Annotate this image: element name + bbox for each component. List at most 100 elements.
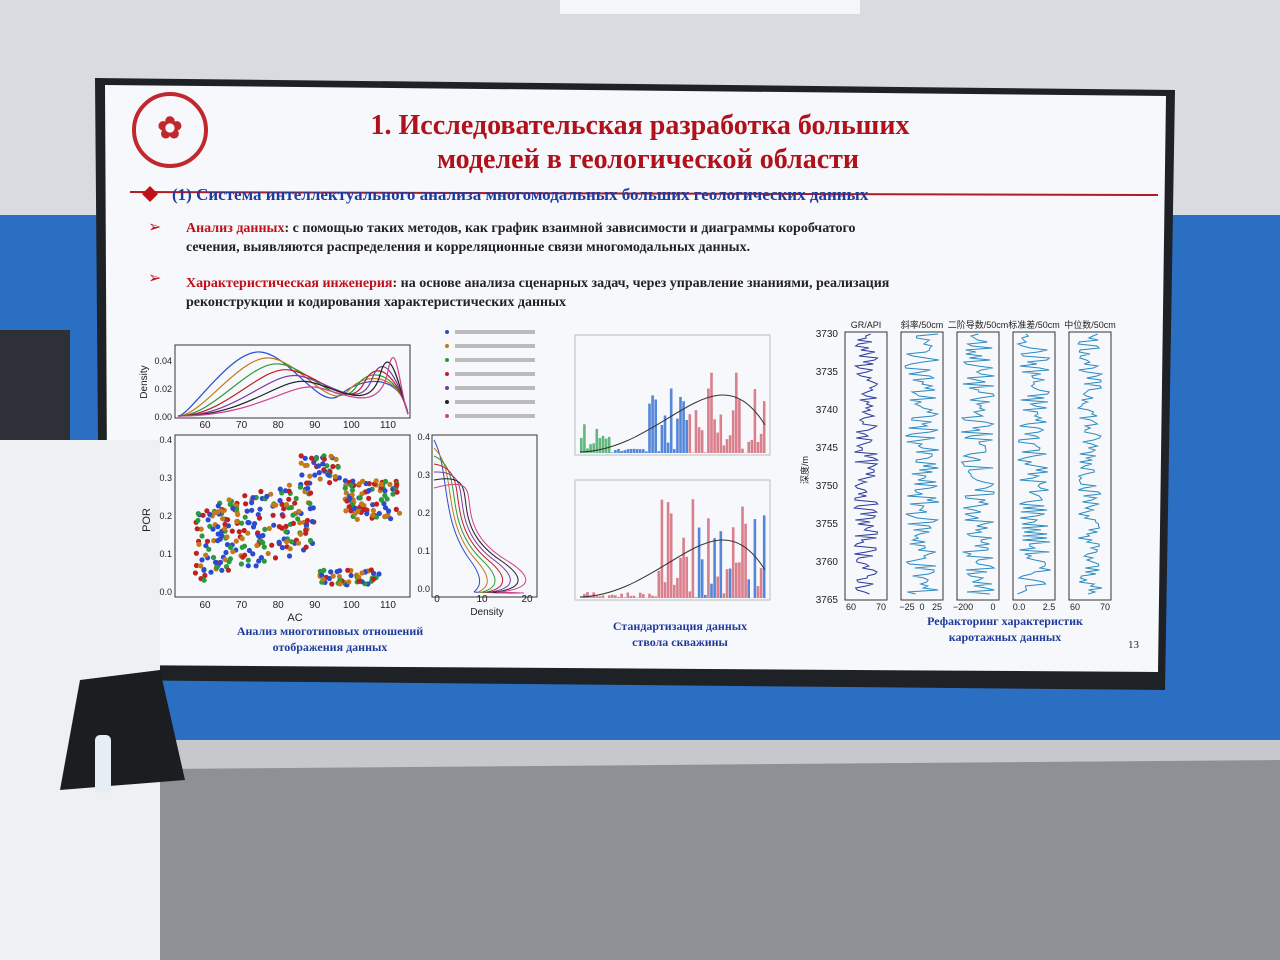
log-curve xyxy=(1016,333,1051,595)
scatter-point xyxy=(337,568,343,574)
track-frame xyxy=(1012,331,1056,601)
scatter-point xyxy=(348,572,354,579)
scatter-point xyxy=(298,453,304,459)
scatter-point xyxy=(374,501,380,507)
scatter-point xyxy=(220,516,226,522)
histogram-bar xyxy=(601,595,605,598)
figure-caption: ствола скважины xyxy=(632,635,728,649)
y-tick-label: 3755 xyxy=(816,519,839,530)
histogram-bar xyxy=(750,439,754,453)
scatter-point xyxy=(328,453,334,459)
scatter-point xyxy=(242,493,248,499)
histogram-bar xyxy=(632,595,636,598)
histogram-bar xyxy=(629,595,633,598)
scatter-point xyxy=(261,558,267,564)
histogram-bar xyxy=(756,442,760,453)
scatter-point xyxy=(320,461,326,467)
stage-floor xyxy=(0,740,1280,960)
scatter-point xyxy=(366,495,372,501)
histogram-bar xyxy=(589,444,592,453)
scatter-point xyxy=(239,544,245,550)
legend-marker xyxy=(445,414,449,418)
track-frame xyxy=(1068,331,1112,601)
scatter-point xyxy=(298,460,304,466)
x-tick-label: 10 xyxy=(476,594,488,605)
scatter-point xyxy=(212,510,218,516)
scatter-point xyxy=(276,524,282,530)
marginal-curve xyxy=(433,478,521,594)
page-number: 13 xyxy=(1128,639,1140,651)
histogram-bar xyxy=(648,403,651,453)
histogram-bar xyxy=(762,401,766,453)
scatter-point xyxy=(320,576,326,582)
histogram-bar xyxy=(744,523,747,598)
histogram-bar xyxy=(617,448,620,453)
scatter-point xyxy=(333,456,339,462)
scatter-point xyxy=(296,508,302,514)
scatter-point xyxy=(394,489,400,495)
scatter-point xyxy=(269,542,275,548)
scatter-point xyxy=(289,539,295,545)
section-bullet xyxy=(142,186,158,202)
scatter-point xyxy=(256,558,262,564)
histogram-frame xyxy=(574,479,771,601)
histogram-bar xyxy=(679,557,682,598)
scatter-point xyxy=(230,549,236,555)
histogram-bar xyxy=(694,410,698,453)
scatter-point xyxy=(328,569,334,575)
scatter-point xyxy=(286,482,292,488)
histogram-bar xyxy=(580,437,583,453)
histogram-bar xyxy=(700,559,704,598)
density-curve xyxy=(579,539,766,598)
scatter-point xyxy=(303,544,309,550)
scatter-point xyxy=(224,534,230,540)
y-tick-label: 3760 xyxy=(816,557,839,568)
histogram-bar xyxy=(694,597,698,598)
slide-title: моделей в геологической области xyxy=(437,144,859,175)
scatter-point xyxy=(287,546,293,552)
y-tick-label: 3730 xyxy=(816,329,839,340)
log-curve xyxy=(1076,333,1104,595)
scatter-point xyxy=(388,516,394,522)
marginal-curve xyxy=(433,463,513,594)
histogram-bar xyxy=(601,435,605,453)
scatter-point xyxy=(342,478,348,484)
x-tick-label: 0 xyxy=(434,594,440,605)
histogram-bar xyxy=(753,519,757,598)
x-tick-label: 0.0 xyxy=(1013,602,1026,612)
histogram-bar xyxy=(738,399,741,453)
scatter-point xyxy=(283,502,290,508)
histogram-bar xyxy=(583,424,586,453)
scatter-point xyxy=(394,482,400,488)
histogram-bar xyxy=(638,592,642,598)
legend-text-smudge xyxy=(455,358,535,362)
scatter-point xyxy=(195,517,201,524)
scatter-point xyxy=(201,577,207,583)
histogram-bar xyxy=(663,415,667,453)
x-tick-label: 80 xyxy=(273,600,285,611)
histogram-bar xyxy=(666,442,670,453)
scatter-point xyxy=(378,497,385,503)
histogram-bar xyxy=(635,449,639,453)
scatter-point xyxy=(280,513,286,519)
scatter-point xyxy=(292,500,298,506)
scatter-point xyxy=(277,486,283,492)
scatter-point xyxy=(268,491,274,497)
track-header: 二阶导数/50cm xyxy=(948,319,1009,330)
scatter-point xyxy=(239,536,245,542)
scatter-point xyxy=(366,487,372,494)
scatter-point xyxy=(257,506,263,512)
histogram-bar xyxy=(713,538,716,598)
scatter-point xyxy=(302,455,308,461)
ceiling-light xyxy=(560,0,860,14)
y-tick-label: 0.02 xyxy=(154,384,172,394)
x-tick-label: 60 xyxy=(199,600,211,611)
scatter-point xyxy=(215,531,221,537)
track-frame xyxy=(844,331,888,601)
title-rule xyxy=(129,191,1159,196)
scatter-point xyxy=(222,557,228,563)
scatter-point xyxy=(343,508,349,514)
bullet-term: Анализ данных xyxy=(186,221,285,236)
logo xyxy=(132,92,208,168)
scatter-point xyxy=(193,550,199,556)
